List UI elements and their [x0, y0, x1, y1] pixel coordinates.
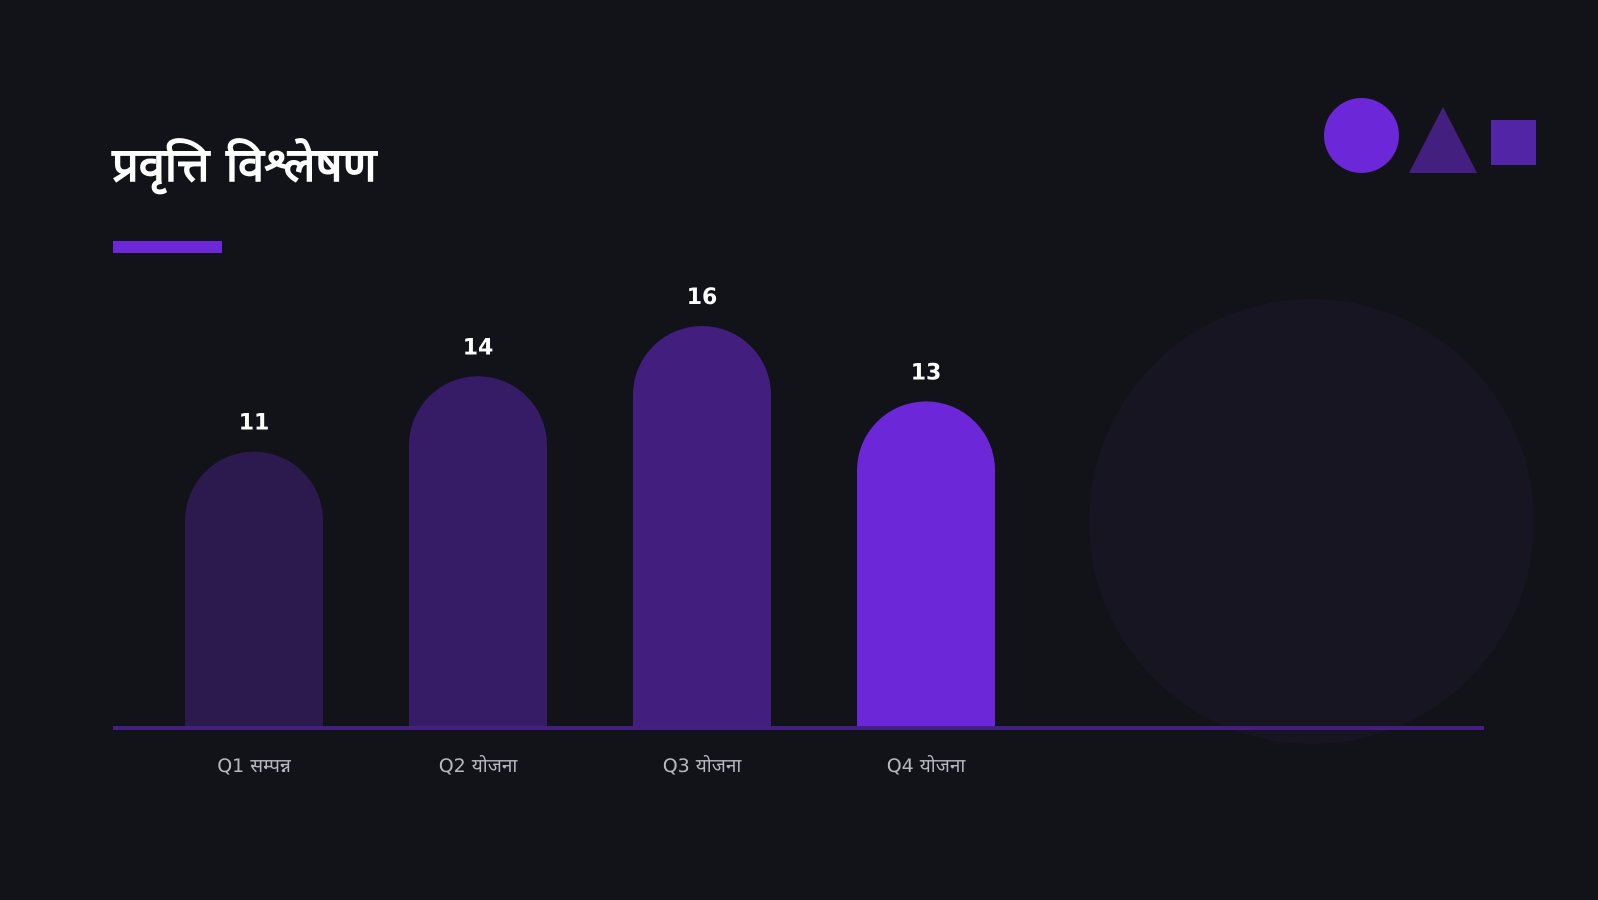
bar-1 — [185, 451, 323, 728]
category-label: Q3 योजना — [663, 754, 743, 777]
triangle-shape-icon — [1409, 107, 1477, 173]
bar-3 — [633, 326, 771, 728]
bar-4 — [857, 401, 995, 728]
bars-group — [185, 326, 995, 728]
category-label: Q4 योजना — [887, 754, 967, 777]
square-shape-icon — [1491, 120, 1536, 165]
bar-value-label: 14 — [463, 335, 494, 360]
category-label: Q1 सम्पन्न — [217, 755, 292, 777]
labels-group: 11 Q1 सम्पन्न 14 Q2 योजना 16 Q3 योजना 13 Q4 योज… — [217, 285, 966, 777]
bar-2 — [409, 376, 547, 728]
bar-value-label: 16 — [687, 285, 718, 310]
bar-value-label: 13 — [911, 360, 942, 385]
circle-shape-icon — [1324, 98, 1399, 173]
slide-title: प्रवृत्ति विश्लेषण — [112, 138, 377, 193]
bar-value-label: 11 — [239, 411, 270, 436]
background-circle-decoration — [1089, 299, 1534, 744]
category-label: Q2 योजना — [439, 754, 519, 777]
title-underline-accent — [113, 241, 222, 253]
